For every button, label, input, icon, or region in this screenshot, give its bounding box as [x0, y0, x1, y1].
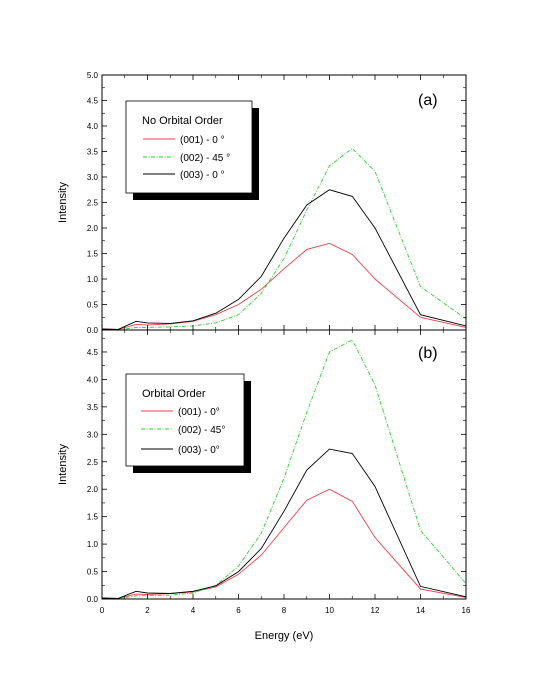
legend: No Orbital Order (001) - 0 ° (002) - 45 ° (…	[126, 101, 259, 200]
series-line-3	[102, 190, 466, 330]
series-line-1	[102, 489, 466, 598]
y-tick-label: 0.5	[87, 568, 99, 577]
panel-label: (b)	[418, 345, 438, 362]
legend-title: Orbital Order	[142, 388, 206, 400]
legend-label-1: (001) - 0°	[178, 407, 220, 418]
y-tick-label: 4.5	[87, 97, 99, 106]
legend: Orbital Order (001) - 0° (002) - 45° (003) …	[126, 374, 251, 473]
y-tick-label: 2.0	[87, 224, 99, 233]
y-axis-title: Intensity	[57, 182, 69, 223]
x-axis-title: Energy (eV)	[255, 630, 314, 642]
legend-label-1: (001) - 0 °	[180, 135, 225, 146]
y-axis-title: Intensity	[57, 444, 69, 485]
y-tick-label: 1.0	[87, 275, 99, 284]
y-tick-label: 1.5	[87, 250, 99, 259]
panel-label: (a)	[418, 92, 438, 109]
legend-label-2: (002) - 45 °	[180, 153, 230, 164]
y-tick-label: 5.0	[87, 71, 99, 80]
y-tick-label: 3.0	[87, 173, 99, 182]
x-tick-label: 10	[325, 606, 334, 615]
y-tick-label: 1.0	[87, 540, 99, 549]
y-tick-label: 3.5	[87, 148, 99, 157]
legend-label-2: (002) - 45°	[178, 425, 225, 436]
y-tick-label: 0.0	[87, 326, 99, 335]
y-tick-label: 3.5	[87, 403, 99, 412]
y-tick-label: 4.0	[87, 375, 99, 384]
series-line-1	[102, 243, 466, 329]
y-tick-label: 1.5	[87, 513, 99, 522]
y-tick-label: 2.5	[87, 199, 99, 208]
y-tick-label: 4.5	[87, 348, 99, 357]
y-tick-label: 2.0	[87, 485, 99, 494]
x-tick-label: 12	[371, 606, 380, 615]
legend-label-3: (003) - 0°	[178, 445, 220, 456]
y-tick-label: 0.0	[87, 595, 99, 604]
legend-title: No Orbital Order	[142, 115, 223, 127]
x-tick-label: 2	[145, 606, 150, 615]
chart-panel-a: 0.0 0.5 1.0 1.5 2.0 2.5 3.0 3.5 4.0 4.5 5.0 Intensi…	[57, 71, 466, 335]
y-tick-label: 4.0	[87, 122, 99, 131]
x-tick-label: 14	[416, 606, 425, 615]
y-tick-label: 2.5	[87, 458, 99, 467]
y-tick-label: 0.5	[87, 301, 99, 310]
y-tick-label: 3.0	[87, 430, 99, 439]
x-tick-label: 16	[462, 606, 471, 615]
legend-label-3: (003) - 0 °	[180, 170, 225, 181]
x-tick-label: 6	[236, 606, 241, 615]
chart-panel-b: 0.0 0.5 1.0 1.5 2.0 2.5 3.0 3.5 4.0 4.5 0 2 4 6 8 10 12 1…	[57, 330, 471, 642]
x-tick-label: 0	[100, 606, 105, 615]
x-tick-label: 8	[282, 606, 287, 615]
x-tick-label: 4	[191, 606, 196, 615]
